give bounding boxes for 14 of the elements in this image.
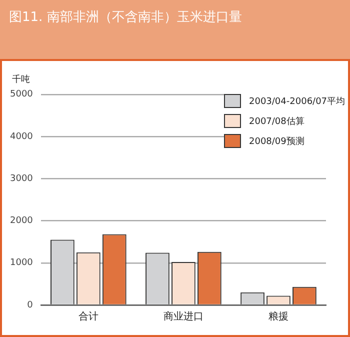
x-tick-label: 合计 xyxy=(78,310,98,323)
y-tick-label: 3000 xyxy=(10,174,34,184)
y-tick-label: 1000 xyxy=(10,258,34,268)
y-tick-label: 0 xyxy=(27,300,34,310)
x-tick-label: 粮援 xyxy=(268,310,288,323)
y-tick-label: 4000 xyxy=(10,132,34,142)
legend-label: 2003/04-2006/07平均 xyxy=(249,96,346,108)
x-tick-label: 商业进口 xyxy=(163,310,204,323)
legend-label: 2008/09预测 xyxy=(249,136,304,148)
y-tick-label: 2000 xyxy=(10,216,34,226)
chart-title: 图11. 南部非洲（不含南非）玉米进口量 xyxy=(9,9,242,26)
y-tick-label: 5000 xyxy=(10,90,34,100)
legend-label: 2007/08估算 xyxy=(249,116,304,128)
y-axis-title: 千吨 xyxy=(12,74,30,86)
